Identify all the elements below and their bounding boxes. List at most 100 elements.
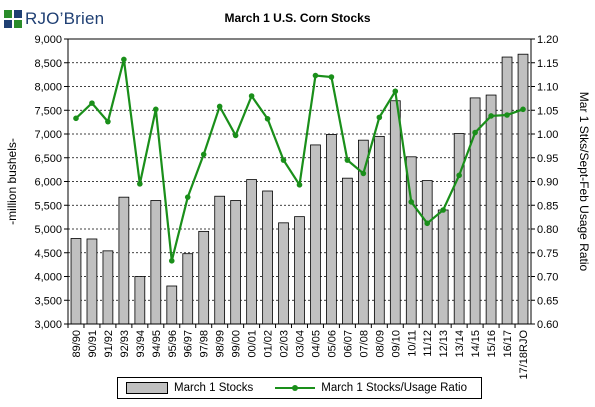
ratio-point-11/12: [424, 220, 431, 227]
bar-02/03: [278, 222, 289, 325]
ratio-point-16/17: [504, 112, 510, 118]
legend-label-stocks: March 1 Stocks: [174, 382, 254, 394]
right-tick-label: 0.65: [537, 295, 558, 307]
ratio-point-17/18RJO: [520, 106, 526, 113]
x-tick-label: 13/14: [454, 330, 466, 358]
ratio-point-99/00: [232, 132, 239, 139]
ratio-point-92/93: [121, 56, 127, 63]
x-tick-label: 09/10: [390, 330, 402, 358]
bar-89/90: [70, 238, 82, 325]
right-tick-label: 1.05: [537, 105, 558, 117]
x-tick-label: 07/08: [358, 330, 370, 358]
ratio-point-06/07: [344, 157, 351, 163]
ratio-point-13/14: [456, 172, 462, 179]
rjo-logo-icon: [3, 9, 23, 29]
right-axis-label: Mar 1 Stks/Sept-Feb Usage Ratio: [577, 92, 591, 272]
bar-17/18RJO: [517, 53, 529, 325]
legend-item-ratio: March 1 Stocks/Usage Ratio: [253, 382, 467, 394]
x-tick-label: 94/95: [151, 330, 163, 358]
bar-98/99: [214, 195, 226, 325]
x-tick-label: 05/06: [326, 330, 338, 358]
x-tick-label: 98/99: [215, 330, 227, 358]
right-tick-label: 0.95: [537, 153, 558, 165]
left-tick-label: 4,500: [34, 248, 62, 260]
bar-15/16: [485, 94, 497, 325]
ratio-point-98/99: [216, 103, 223, 110]
x-tick-label: 10/11: [406, 330, 418, 357]
right-tick-label: 0.60: [537, 319, 558, 331]
right-tick-label: 0.80: [537, 224, 558, 236]
ratio-point-04/05: [312, 72, 319, 79]
x-tick-label: 04/05: [310, 330, 322, 358]
ratio-point-09/10: [392, 88, 399, 95]
left-tick-label: 8,500: [34, 58, 62, 70]
x-tick-label: 12/13: [438, 330, 450, 358]
x-tick-label: 03/04: [295, 330, 307, 358]
left-tick-label: 8,000: [34, 82, 62, 94]
right-tick-label: 0.90: [537, 177, 558, 189]
bar-06/07: [342, 177, 353, 325]
left-tick-label: 7,000: [34, 129, 62, 141]
x-axis-ticks: 89/90 90/91 91/92 92/93 93/94 94/95 95/96 96/97…: [67, 324, 530, 380]
x-tick-label: 90/91: [87, 330, 99, 358]
ratio-point-10/11: [408, 199, 415, 205]
ratio-line-series: [73, 56, 526, 264]
bar-08/09: [373, 135, 385, 325]
bar-12/13: [437, 209, 449, 325]
ratio-point-12/13: [440, 207, 446, 213]
left-tick-label: 6,500: [34, 153, 62, 165]
bar-92/93: [118, 196, 130, 325]
x-tick-label: 02/03: [279, 330, 291, 358]
right-tick-label: 0.70: [537, 272, 558, 284]
left-tick-label: 3,500: [34, 295, 62, 307]
legend-bar-swatch: [126, 382, 168, 394]
x-tick-label: 96/97: [183, 330, 195, 358]
x-tick-label: 17/18RJO: [518, 330, 530, 380]
x-tick-label: 99/00: [231, 330, 243, 358]
ratio-point-15/16: [488, 113, 494, 119]
left-tick-label: 4,000: [34, 272, 62, 284]
bar-91/92: [102, 250, 114, 325]
left-tick-label: 5,500: [34, 200, 62, 212]
right-tick-label: 1.10: [537, 82, 558, 94]
chart-title: March 1 U.S. Corn Stocks: [224, 11, 371, 25]
right-tick-label: 1.00: [537, 129, 558, 141]
x-tick-label: 91/92: [103, 330, 115, 358]
chart-legend: March 1 Stocks March 1 Stocks/Usage Rati…: [117, 377, 482, 399]
ratio-point-89/90: [73, 115, 79, 122]
ratio-point-05/06: [328, 74, 335, 80]
x-tick-label: 06/07: [342, 330, 354, 358]
x-tick-label: 01/02: [263, 330, 275, 358]
ratio-point-01/02: [264, 116, 271, 122]
ratio-point-02/03: [280, 157, 287, 163]
bar-13/14: [453, 133, 465, 325]
right-axis-ticks: 0.60 0.65 0.70 0.75 0.80 0.85 0.90 0.95 1.00 1.05…: [531, 34, 558, 331]
ratio-point-91/92: [105, 118, 111, 125]
legend-item-stocks: March 1 Stocks: [118, 382, 253, 394]
x-tick-label: 92/93: [119, 330, 131, 358]
x-tick-label: 11/12: [422, 330, 434, 357]
x-tick-label: 95/96: [167, 330, 179, 358]
x-tick-label: 89/90: [71, 330, 83, 358]
bar-94/95: [150, 200, 162, 325]
bar-01/02: [262, 190, 273, 325]
ratio-point-94/95: [153, 106, 159, 113]
left-axis-label: -million bushels-: [5, 138, 19, 225]
left-tick-label: 3,000: [34, 319, 62, 331]
legend-label-ratio: March 1 Stocks/Usage Ratio: [321, 382, 467, 394]
left-tick-label: 7,500: [34, 105, 62, 117]
brand-logo: RJO’Brien: [3, 5, 104, 33]
x-tick-label: 15/16: [486, 330, 498, 358]
x-tick-label: 97/98: [199, 330, 211, 358]
ratio-point-08/09: [376, 114, 383, 121]
ratio-point-07/08: [360, 170, 367, 177]
bar-99/00: [230, 200, 241, 325]
right-tick-label: 1.20: [537, 34, 558, 46]
bar-03/04: [294, 216, 305, 325]
ratio-point-95/96: [168, 258, 175, 264]
bar-16/17: [501, 56, 513, 325]
x-tick-label: 16/17: [502, 330, 514, 358]
x-tick-label: 93/94: [135, 330, 147, 358]
right-tick-label: 0.85: [537, 200, 558, 212]
ratio-point-90/91: [89, 100, 95, 106]
